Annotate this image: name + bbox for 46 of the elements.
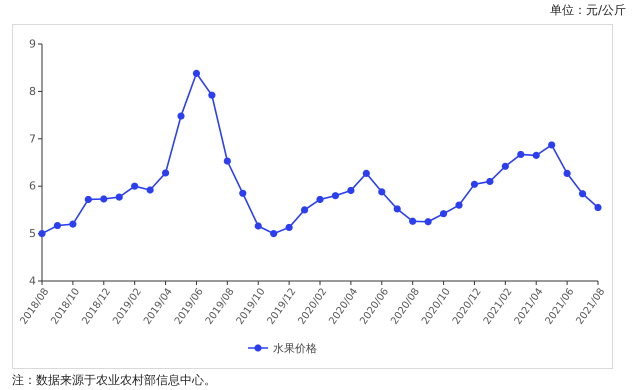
point — [38, 230, 46, 238]
point — [69, 220, 76, 228]
point — [286, 224, 293, 232]
point — [502, 162, 509, 170]
point — [84, 196, 92, 204]
legend-label: 水果价格 — [273, 342, 317, 355]
point — [517, 150, 524, 158]
point — [54, 222, 62, 230]
point — [440, 210, 448, 218]
point — [100, 195, 108, 203]
point — [470, 180, 478, 188]
point — [548, 141, 556, 149]
point — [424, 218, 432, 226]
point — [347, 186, 354, 194]
point — [224, 157, 231, 165]
point — [594, 204, 602, 212]
point — [362, 170, 370, 177]
point — [378, 188, 386, 196]
point — [254, 222, 262, 230]
y-tick-label: 7 — [29, 132, 36, 146]
point — [532, 152, 540, 159]
point — [192, 70, 200, 77]
point — [270, 230, 278, 238]
point — [564, 170, 571, 177]
point — [300, 206, 308, 214]
point — [162, 169, 170, 177]
point — [332, 192, 340, 200]
point — [208, 92, 216, 99]
point — [486, 178, 494, 186]
point — [131, 182, 138, 190]
y-tick-label: 6 — [29, 180, 36, 193]
text: 单位：元/公斤 — [550, 3, 626, 17]
point — [146, 186, 154, 194]
point — [394, 205, 401, 213]
y-tick-label: 9 — [29, 38, 36, 50]
point — [239, 190, 246, 197]
point — [409, 218, 416, 225]
point — [578, 190, 586, 198]
y-tick-label: 8 — [29, 84, 36, 98]
point — [316, 196, 324, 204]
y-tick-label: 4 — [29, 274, 36, 288]
point — [116, 194, 123, 201]
text: 注：数据来源于农业农村部信息中心。 — [12, 373, 216, 387]
point — [455, 202, 463, 209]
point — [177, 112, 185, 120]
y-tick-label: 5 — [29, 227, 36, 240]
